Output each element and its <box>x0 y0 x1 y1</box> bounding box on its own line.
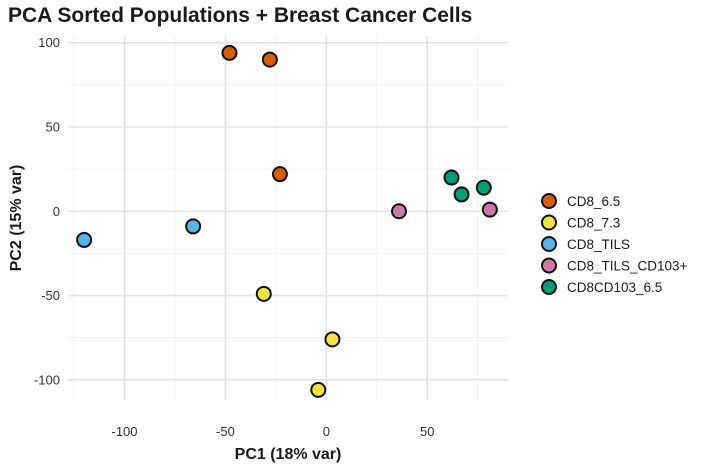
data-point <box>481 201 498 218</box>
x-axis-title: PC1 (18% var) <box>235 446 342 463</box>
y-tick-label: -50 <box>41 288 60 303</box>
y-tick-label: 0 <box>53 204 60 219</box>
data-point <box>255 285 272 302</box>
data-point <box>271 166 288 183</box>
data-point <box>261 51 278 68</box>
legend: CD8_6.5 CD8_7.3 CD8_TILS CD8_TILS_CD103+ CD8… <box>541 193 688 295</box>
x-tick-label: 0 <box>323 424 330 439</box>
y-tick-label: -100 <box>34 372 60 387</box>
chart-title: PCA Sorted Populations + Breast Cancer C… <box>8 4 473 27</box>
data-point <box>443 169 460 186</box>
data-points <box>76 44 498 398</box>
legend-key <box>541 214 557 231</box>
legend-label: CD8_6.5 <box>567 194 620 209</box>
data-point <box>310 381 327 398</box>
data-point <box>185 218 202 235</box>
data-point <box>475 179 492 196</box>
legend-label: CD8_7.3 <box>567 216 620 231</box>
legend-key <box>541 193 557 209</box>
legend-key <box>541 236 557 252</box>
y-tick-label: 100 <box>38 35 60 50</box>
data-point <box>391 203 408 220</box>
legend-key <box>541 279 557 295</box>
data-point <box>76 231 93 248</box>
legend-label: CD8_TILS <box>567 237 630 252</box>
legend-label: CD8CD103_6.5 <box>567 280 662 295</box>
x-tick-label: -100 <box>111 424 137 439</box>
x-tick-label: 50 <box>420 424 434 439</box>
legend-label: CD8_TILS_CD103+ <box>567 259 688 274</box>
tick-labels: -100 -50 0 50 -100 -50 0 50 100 <box>34 35 435 439</box>
y-tick-label: 50 <box>46 120 60 135</box>
data-point <box>221 44 238 61</box>
grid-lines <box>68 36 508 400</box>
data-point <box>324 331 341 348</box>
legend-key <box>541 257 557 274</box>
data-point <box>453 186 470 203</box>
x-tick-label: -50 <box>216 424 235 439</box>
y-axis-title: PC2 (15% var) <box>8 165 25 272</box>
